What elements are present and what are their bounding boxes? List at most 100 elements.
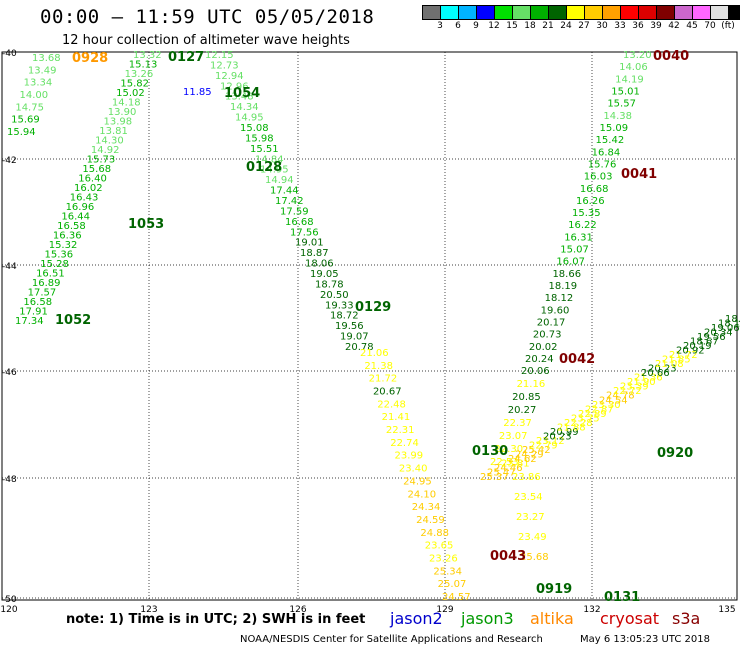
scale-label: 6	[455, 21, 461, 31]
swh-value: 24.46	[494, 463, 523, 474]
swh-value: 24.34	[412, 502, 441, 513]
swh-value: 16.68	[580, 184, 609, 195]
swh-value: 22.89	[578, 409, 607, 420]
color-scale-labels: 3 6 9 12 15 18 21 24 27 30 33 36 39 42 45 70 (ft)	[422, 20, 740, 34]
swh-value: 16.44	[61, 212, 90, 223]
swh-value: 21.41	[382, 412, 411, 423]
lon-label: 132	[583, 605, 600, 615]
swh-value: 23.49	[518, 532, 547, 543]
swh-value: 18.12	[545, 293, 574, 304]
swh-value: 23.99	[395, 451, 424, 462]
swh-value: 18.06	[305, 259, 334, 270]
swh-value: 19.07	[340, 332, 369, 343]
pass-time-label: 0919	[536, 582, 572, 597]
swh-value: 21.16	[517, 379, 546, 390]
scale-swatch	[603, 6, 621, 19]
lon-label: 135	[718, 605, 735, 615]
pass-time-label: 0928	[72, 51, 108, 66]
swh-value: 16.68	[285, 217, 314, 228]
lat-label: -44	[2, 262, 17, 272]
swh-value: 14.34	[230, 102, 259, 113]
swh-value: 16.51	[36, 269, 65, 280]
swh-value: 16.84	[592, 147, 621, 158]
pass-time-label: 0041	[621, 167, 657, 182]
swh-value: 20.92	[676, 346, 705, 357]
swh-value: 20.23	[648, 364, 677, 375]
swh-value: 25.07	[438, 579, 467, 590]
swh-value: 24.57	[442, 592, 471, 603]
swh-value: 24.78	[606, 391, 635, 402]
scale-label: 36	[632, 21, 644, 31]
swh-value: 23.86	[512, 472, 541, 483]
swh-value: 12.96	[220, 81, 249, 92]
pass-time-label: 0042	[559, 352, 595, 367]
pass-time-label: 0920	[657, 446, 693, 461]
swh-value: 16.07	[556, 257, 585, 268]
swh-value: 13.48	[225, 92, 254, 103]
swh-value: 18.19	[549, 281, 578, 292]
swh-value: 23.75	[571, 413, 600, 424]
swh-value: 17.44	[270, 186, 299, 197]
swh-value: 15.32	[49, 240, 78, 251]
swh-value: 25.34	[433, 566, 462, 577]
scale-label: 15	[506, 21, 518, 31]
scale-label: 33	[614, 21, 626, 31]
swh-value: 21.36	[634, 373, 663, 384]
scale-swatch	[459, 6, 477, 19]
swh-value: 16.26	[576, 196, 605, 207]
swh-value: 22.79	[529, 440, 558, 451]
legend-cryosat: cryosat	[600, 609, 660, 628]
swh-value: 18.72	[330, 311, 359, 322]
swh-value: 22.87	[585, 404, 614, 415]
map-axis-labels: 120 123 126 129 132 135 -40 -42 -44 -46 -48 -50	[0, 49, 735, 615]
swh-value: 17.42	[275, 196, 304, 207]
swh-value: 14.18	[112, 98, 141, 109]
scale-label: 30	[596, 21, 608, 31]
scale-label: 12	[488, 21, 500, 31]
pass-time-label: 0040	[653, 49, 689, 64]
swh-value: 12.73	[210, 60, 239, 71]
swh-value: 18.17	[718, 319, 740, 330]
scale-swatch	[423, 6, 441, 19]
swh-value: 15.82	[120, 79, 149, 90]
swh-value: 15.76	[588, 159, 617, 170]
swh-value: 15.01	[611, 86, 640, 97]
swh-value: 16.58	[57, 221, 86, 232]
scale-swatch	[693, 6, 711, 19]
color-scale-boxes	[422, 5, 740, 20]
swh-value: 14.92	[91, 145, 120, 156]
scale-label: 42	[668, 21, 680, 31]
swh-value: 23.07	[499, 431, 528, 442]
swh-value: 22.31	[386, 425, 415, 436]
swh-value: 13.20	[623, 50, 652, 61]
swh-value: 18.87	[300, 248, 329, 259]
swh-value: 14.94	[265, 175, 294, 186]
lat-label: -50	[2, 595, 17, 605]
swh-value: 19.56	[697, 332, 726, 343]
swh-value: 21.08	[655, 359, 684, 370]
lon-label: 123	[140, 605, 157, 615]
swh-value: 22.72	[613, 386, 642, 397]
swh-value: 20.17	[537, 318, 566, 329]
swh-value: 24.88	[420, 528, 449, 539]
swh-value: 14.00	[20, 90, 49, 101]
scale-swatch	[585, 6, 603, 19]
swh-value: 13.90	[108, 107, 137, 118]
swh-value: 15.07	[560, 245, 589, 256]
swh-value: 20.73	[533, 330, 562, 341]
swh-value: 14.30	[95, 136, 124, 147]
swh-value: 24.29	[515, 449, 544, 460]
swh-value: 18.67	[690, 337, 719, 348]
scale-label: 70	[704, 21, 716, 31]
swh-value: 18.66	[552, 269, 581, 280]
swh-value: 20.06	[521, 366, 550, 377]
scale-swatch	[729, 6, 740, 19]
swh-value: 15.28	[40, 259, 69, 270]
swh-value: 14.19	[615, 74, 644, 85]
swh-value: 25.42	[522, 445, 551, 456]
lat-label: -48	[2, 475, 17, 485]
swh-value: 19.60	[541, 305, 570, 316]
swh-value: 23.12	[536, 436, 565, 447]
swh-value: 25.47	[487, 467, 516, 478]
